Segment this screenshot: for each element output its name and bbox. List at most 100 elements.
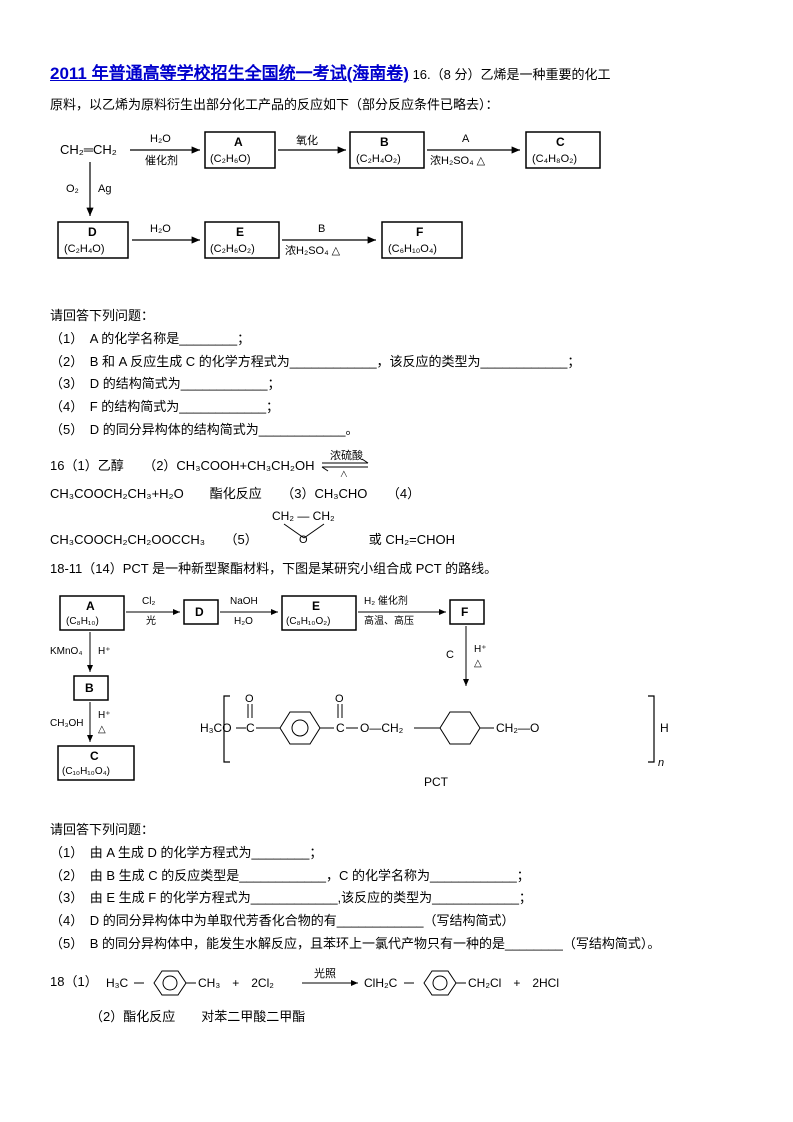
q18-1: （1） 由 A 生成 D 的化学方程式为________； bbox=[50, 843, 743, 864]
d2-d2-rt: H⁺ bbox=[98, 710, 111, 721]
reaction-scheme-1: CH₂═CH₂ H₂O 催化剂 A (C₂H₆O) 氧化 B (C₂H₄O₂) … bbox=[50, 126, 740, 296]
svg-text:C: C bbox=[336, 721, 345, 735]
d1-boxB-t: B bbox=[380, 135, 389, 149]
svg-text:CH₂ — CH₂: CH₂ — CH₂ bbox=[272, 509, 335, 523]
d2-C-b: (C₁₀H₁₀O₄) bbox=[62, 766, 110, 777]
diagram-2: A (C₈H₁₀) Cl₂ 光 D NaOH H₂O E (C₈H₁₀O₂) H… bbox=[50, 590, 743, 810]
d1-arr5-b: 浓H₂SO₄ △ bbox=[285, 244, 341, 257]
d2-d1-r: H⁺ bbox=[98, 646, 111, 657]
q18-block: 请回答下列问题： （1） 由 A 生成 D 的化学方程式为________； （… bbox=[50, 820, 743, 955]
d1-arr3-t: A bbox=[462, 133, 470, 145]
q16-prefix: 16.（8 分）乙烯是一种重要的化工 bbox=[413, 67, 611, 82]
d1-boxC-b: (C₄H₈O₂) bbox=[532, 153, 577, 165]
d2-a1-b: 光 bbox=[146, 614, 156, 627]
svg-text:O: O bbox=[245, 693, 254, 705]
d1-down-l: O₂ bbox=[66, 183, 79, 195]
svg-text:H₃C: H₃C bbox=[106, 976, 129, 990]
d2-E-t: E bbox=[312, 599, 320, 613]
d1-boxA-b: (C₂H₆O) bbox=[210, 153, 250, 165]
d2-C-t: C bbox=[90, 749, 99, 763]
q16-block: 请回答下列问题： （1） A 的化学名称是________； （2） B 和 A… bbox=[50, 306, 743, 441]
exam-title: 2011 年普通高等学校招生全国统一考试(海南卷) bbox=[50, 64, 409, 83]
svg-text:光照: 光照 bbox=[314, 966, 336, 980]
q18-intro: 18-11（14）PCT 是一种新型聚酯材料，下图是某研究小组合成 PCT 的路… bbox=[50, 559, 743, 580]
d1-boxF-t: F bbox=[416, 225, 423, 239]
d1-arr1-top: H₂O bbox=[150, 133, 171, 145]
q16-4: （4） F 的结构简式为____________； bbox=[50, 397, 743, 418]
d2-a1-t: Cl₂ bbox=[142, 596, 155, 607]
pct-label: PCT bbox=[424, 775, 449, 789]
svg-text:O—CH₂: O—CH₂ bbox=[360, 721, 404, 735]
d2-a2-b: H₂O bbox=[234, 616, 253, 627]
svg-text:C: C bbox=[246, 721, 255, 735]
d1-arr1-bot: 催化剂 bbox=[145, 153, 178, 167]
a16-l2-head: CH₃COOCH₂CH₂OOCCH₃ （5） bbox=[50, 530, 258, 551]
d1-boxE-b: (C₂H₆O₂) bbox=[210, 243, 255, 255]
d2-d2-rb: △ bbox=[98, 724, 106, 735]
d1-boxF-b: (C₆H₁₀O₄) bbox=[388, 243, 437, 255]
reaction-scheme-2: A (C₈H₁₀) Cl₂ 光 D NaOH H₂O E (C₈H₁₀O₂) H… bbox=[50, 590, 740, 810]
d1-arr4: H₂O bbox=[150, 223, 171, 235]
intro-line2: 原料，以乙烯为原料衍生出部分化工产品的反应如下（部分反应条件已略去）： bbox=[50, 95, 743, 116]
svg-text:CH₂—O: CH₂—O bbox=[496, 721, 539, 735]
svg-text:H₃CO: H₃CO bbox=[200, 721, 232, 735]
a18-equation: H₃C CH₃ + 2Cl₂ 光照 ClH₂C CH₂Cl + 2HCl bbox=[102, 963, 602, 1003]
d2-E-b: (C₈H₁₀O₂) bbox=[286, 616, 330, 627]
d1-boxC-t: C bbox=[556, 135, 565, 149]
pct-structure: H₃CO C O C O O—CH₂ CH₂—O H n PCT bbox=[200, 693, 669, 789]
q18-header: 请回答下列问题： bbox=[50, 820, 743, 841]
svg-text:ClH₂C: ClH₂C bbox=[364, 976, 398, 990]
q18-5: （5） B 的同分异构体中，能发生水解反应，且苯环上一氯代产物只有一种的是___… bbox=[50, 934, 743, 955]
diagram-1: CH₂═CH₂ H₂O 催化剂 A (C₂H₆O) 氧化 B (C₂H₄O₂) … bbox=[50, 126, 743, 296]
d2-rh: H⁺ bbox=[474, 644, 487, 655]
a16-l2-tail: 或 CH₂=CHOH bbox=[356, 530, 455, 551]
d2-A-b: (C₈H₁₀) bbox=[66, 616, 99, 627]
svg-text:CH₂Cl + 2HCl: CH₂Cl + 2HCl bbox=[468, 976, 559, 990]
a18-line1: 18（1） H₃C CH₃ + 2Cl₂ 光照 ClH₂C CH₂Cl + 2H… bbox=[50, 963, 743, 1003]
d1-boxA-t: A bbox=[234, 135, 243, 149]
epoxide-structure: CH₂ — CH₂ O bbox=[264, 508, 350, 551]
svg-text:△: △ bbox=[340, 469, 348, 477]
svg-text:浓硫酸: 浓硫酸 bbox=[330, 449, 363, 462]
q18-3: （3） 由 E 生成 F 的化学方程式为____________,该反应的类型为… bbox=[50, 888, 743, 909]
d1-arr2: 氧化 bbox=[296, 133, 318, 147]
d2-D: D bbox=[195, 605, 204, 619]
d2-rd: △ bbox=[474, 658, 482, 669]
svg-text:CH₃ + 2Cl₂: CH₃ + 2Cl₂ bbox=[198, 976, 274, 990]
d1-down-r: Ag bbox=[98, 183, 111, 195]
q16-3: （3） D 的结构简式为____________； bbox=[50, 374, 743, 395]
d2-rc: C bbox=[446, 649, 454, 661]
a16-line2: CH₃COOCH₂CH₂OOCCH₃ （5） CH₂ — CH₂ O 或 CH₂… bbox=[50, 508, 743, 551]
d1-start: CH₂═CH₂ bbox=[60, 142, 117, 157]
q16-header: 请回答下列问题： bbox=[50, 306, 743, 327]
d1-boxB-b: (C₂H₄O₂) bbox=[356, 153, 401, 165]
d2-B: B bbox=[85, 681, 94, 695]
d1-arr3-b: 浓H₂SO₄ △ bbox=[430, 154, 486, 167]
a16-head: 16（1）乙醇 （2）CH₃COOH+CH₃CH₂OH bbox=[50, 458, 314, 473]
title-line: 2011 年普通高等学校招生全国统一考试(海南卷) 16.（8 分）乙烯是一种重… bbox=[50, 60, 743, 87]
d2-a3-t: H₂ 催化剂 bbox=[364, 594, 408, 607]
d2-F: F bbox=[461, 605, 468, 619]
q18-2: （2） 由 B 生成 C 的反应类型是____________，C 的化学名称为… bbox=[50, 866, 743, 887]
d1-boxD-t: D bbox=[88, 225, 97, 239]
d2-d1-l: KMnO₄ bbox=[50, 646, 82, 657]
equilibrium-arrow: 浓硫酸 △ bbox=[318, 449, 374, 484]
svg-text:H: H bbox=[660, 721, 669, 735]
d2-a2-t: NaOH bbox=[230, 596, 258, 607]
d2-d2-l: CH₃OH bbox=[50, 718, 84, 729]
q16-2: （2） B 和 A 反应生成 C 的化学方程式为____________，该反应… bbox=[50, 352, 743, 373]
d1-boxD-b: (C₂H₄O) bbox=[64, 243, 105, 255]
d1-arr5-t: B bbox=[318, 223, 325, 235]
d2-A-t: A bbox=[86, 599, 95, 613]
a16-line1: 16（1）乙醇 （2）CH₃COOH+CH₃CH₂OH 浓硫酸 △ CH₃COO… bbox=[50, 449, 743, 505]
q18-4: （4） D 的同分异构体中为单取代芳香化合物的有____________（写结构… bbox=[50, 911, 743, 932]
q16-5: （5） D 的同分异构体的结构简式为____________。 bbox=[50, 420, 743, 441]
a18-head: 18（1） bbox=[50, 972, 98, 993]
a18-line2: （2）酯化反应 对苯二甲酸二甲酯 bbox=[50, 1007, 743, 1028]
d1-boxE-t: E bbox=[236, 225, 244, 239]
svg-text:O: O bbox=[299, 534, 308, 544]
svg-text:O: O bbox=[335, 693, 344, 705]
q16-1: （1） A 的化学名称是________； bbox=[50, 329, 743, 350]
d2-a3-b: 高温、高压 bbox=[364, 614, 414, 627]
a16-tail: CH₃COOCH₂CH₃+H₂O 酯化反应 （3）CH₃CHO （4） bbox=[50, 486, 420, 501]
